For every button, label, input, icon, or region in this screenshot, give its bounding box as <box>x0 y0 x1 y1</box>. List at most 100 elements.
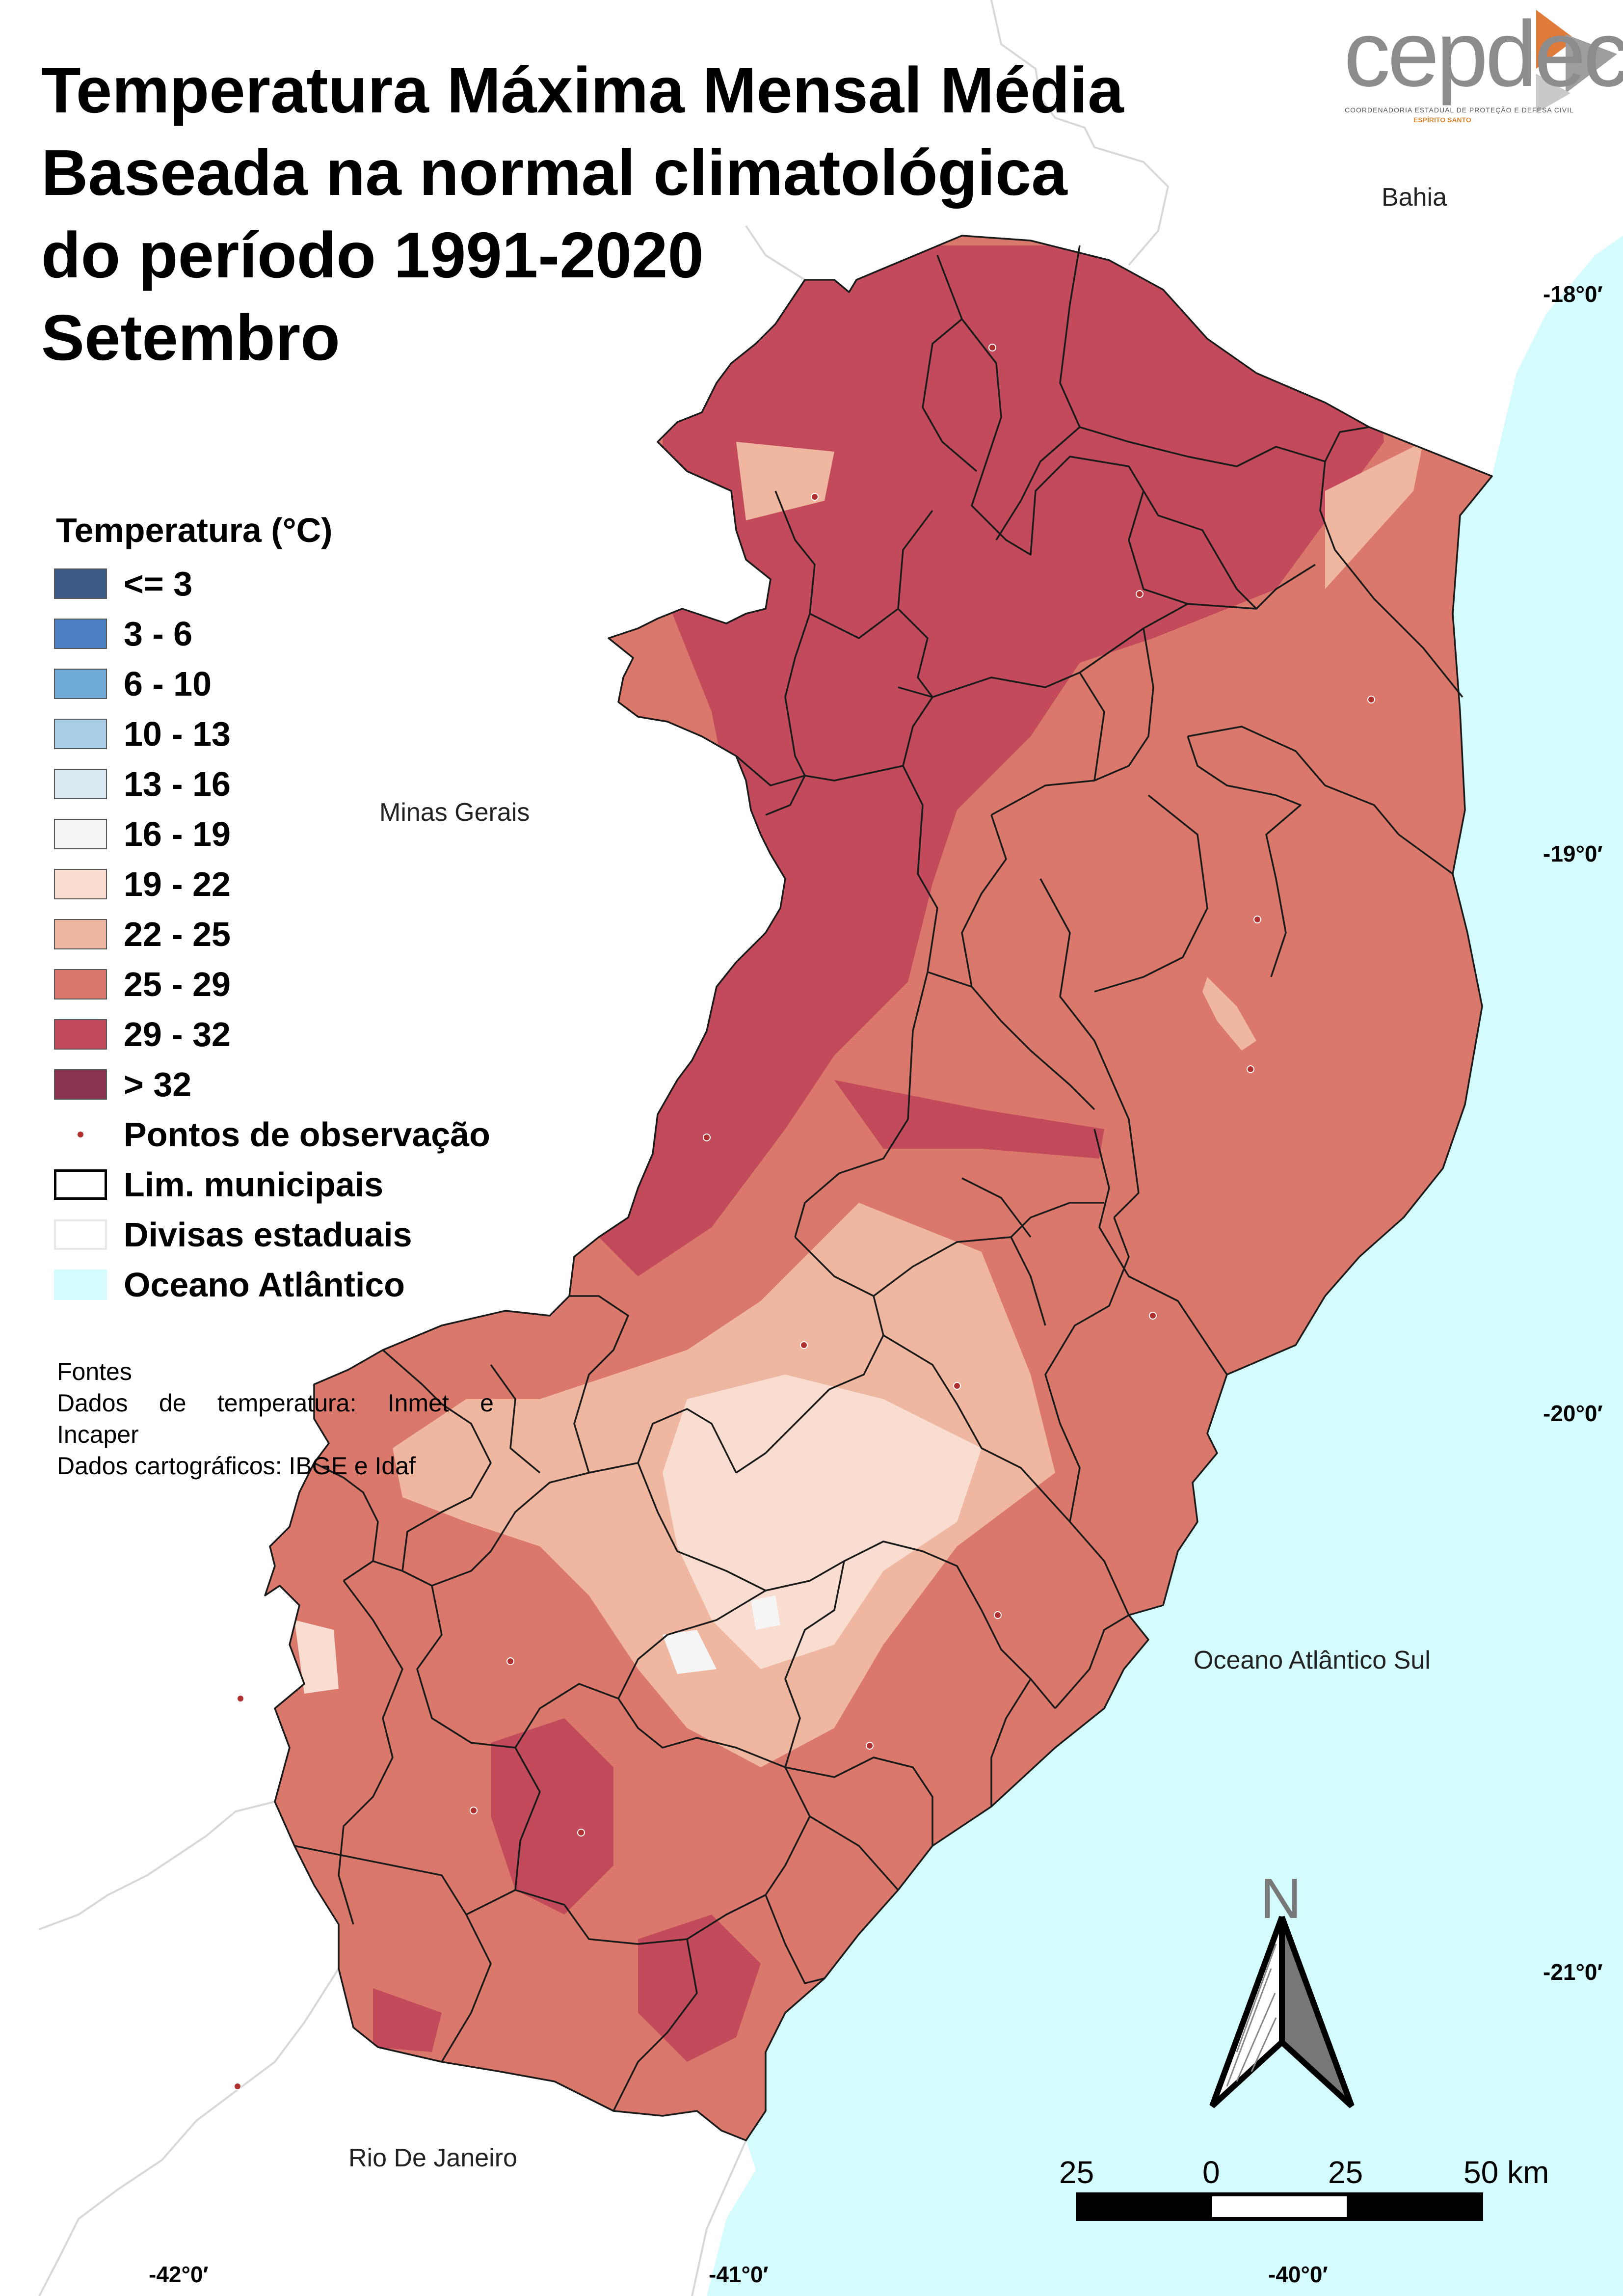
color-swatch <box>54 869 107 899</box>
legend-label: 25 - 29 <box>124 965 231 1003</box>
color-swatch <box>54 769 107 799</box>
state-border-swatch <box>54 1219 107 1250</box>
legend-label: > 32 <box>124 1065 192 1104</box>
color-swatch <box>54 819 107 849</box>
cepdec-logo: cepdec COORDENADORIA ESTADUAL DE PROTEÇÃ… <box>1340 5 1623 128</box>
logo-subtitle: COORDENADORIA ESTADUAL DE PROTEÇÃO E DEF… <box>1345 106 1574 114</box>
scale-label: 0 <box>1202 2155 1220 2190</box>
coord-lat-21: -21°0′ <box>1543 1959 1603 1985</box>
observation-point <box>1247 1065 1254 1073</box>
legend-item-class: 22 - 25 <box>54 909 490 959</box>
title-line: Temperatura Máxima Mensal Média <box>41 54 1124 126</box>
label-rio-de-janeiro: Rio De Janeiro <box>348 2144 517 2172</box>
legend-item-class: > 32 <box>54 1059 490 1109</box>
observation-point <box>1136 590 1144 598</box>
legend-label: 3 - 6 <box>124 615 193 653</box>
label-bahia: Bahia <box>1382 183 1447 212</box>
municipal-limit-swatch <box>54 1169 107 1200</box>
title-line: do período 1991-2020 <box>41 219 704 291</box>
label-oceano-atlantico-sul: Oceano Atlântico Sul <box>1194 1646 1431 1675</box>
observation-points <box>234 344 1375 2090</box>
color-swatch <box>54 1069 107 1100</box>
legend-item-class: 16 - 19 <box>54 809 490 859</box>
coord-lat-18: -18°0′ <box>1543 281 1603 307</box>
observation-point <box>953 1382 961 1390</box>
legend-label: 10 - 13 <box>124 715 231 753</box>
sources-line-3: Dados cartográficos: IBGE e Idaf <box>57 1452 416 1480</box>
legend-item-class: 13 - 16 <box>54 759 490 809</box>
word: Dados <box>57 1389 128 1417</box>
legend-item-class: <= 3 <box>54 559 490 609</box>
word: e <box>480 1389 494 1417</box>
observation-point <box>988 344 996 351</box>
legend-classes: <= 3 3 - 6 6 - 10 10 - 13 13 - 16 16 - 19 19 -… <box>54 559 490 1109</box>
legend-label: Oceano Atlântico <box>124 1266 405 1304</box>
legend-label: 13 - 16 <box>124 765 231 803</box>
word: de <box>159 1389 186 1417</box>
coord-lat-19: -19°0′ <box>1543 841 1603 866</box>
legend-item-ocean: Oceano Atlântico <box>54 1260 490 1310</box>
observation-point <box>800 1341 808 1349</box>
scale-label: 50 km <box>1463 2155 1549 2190</box>
ocean-swatch <box>54 1270 107 1300</box>
legend-label: Pontos de observação <box>124 1115 490 1154</box>
scale-bar <box>1076 2192 1483 2221</box>
color-swatch <box>54 719 107 749</box>
color-swatch <box>54 1019 107 1050</box>
observation-point <box>470 1807 478 1814</box>
legend-label: <= 3 <box>124 565 193 603</box>
legend-item-class: 10 - 13 <box>54 709 490 759</box>
color-swatch <box>54 969 107 999</box>
north-label: N <box>1260 1866 1302 1930</box>
state-borders <box>38 0 1170 2296</box>
legend-label: 19 - 22 <box>124 865 231 903</box>
legend-label: Divisas estaduais <box>124 1216 412 1254</box>
observation-point <box>506 1657 514 1665</box>
legend-item-municipal-limits: Lim. municipais <box>54 1160 490 1210</box>
title-line: Baseada na normal climatológica <box>41 136 1067 209</box>
sources-heading: Fontes <box>57 1358 132 1385</box>
observation-point <box>1253 916 1261 923</box>
sources-line-2: Incaper <box>57 1421 139 1448</box>
observation-point <box>237 1695 244 1702</box>
legend-label: Lim. municipais <box>124 1165 383 1204</box>
scale-label: 25 <box>1059 2155 1094 2190</box>
observation-point <box>1367 696 1375 703</box>
north-arrow <box>1209 1916 1355 2108</box>
municipal-limits <box>264 235 1493 2141</box>
coord-lon-41: -41°0′ <box>709 2262 769 2287</box>
label-minas-gerais: Minas Gerais <box>379 798 530 827</box>
observation-point <box>577 1829 585 1837</box>
logo-subtitle-state: ESPÍRITO SANTO <box>1413 116 1471 124</box>
word: Inmet <box>387 1389 449 1417</box>
observation-point <box>1149 1312 1157 1320</box>
legend-label: 6 - 10 <box>124 665 212 703</box>
sources-line-1: Dados de temperatura: Inmet e <box>57 1387 494 1419</box>
coord-lon-40: -40°0′ <box>1268 2262 1328 2287</box>
observation-point <box>234 2082 241 2090</box>
observation-point <box>994 1611 1002 1619</box>
logo-wordmark: cepdec <box>1344 2 1623 106</box>
coord-lon-42: -42°0′ <box>149 2262 209 2287</box>
legend: Temperatura (°C) <= 3 3 - 6 6 - 10 10 - 13 1… <box>54 511 490 1310</box>
legend-item-class: 6 - 10 <box>54 659 490 709</box>
legend-item-observation-points: Pontos de observação <box>54 1109 490 1160</box>
legend-label: 16 - 19 <box>124 815 231 853</box>
observation-point <box>866 1742 874 1750</box>
coord-lat-20: -20°0′ <box>1543 1401 1603 1426</box>
legend-label: 29 - 32 <box>124 1015 231 1053</box>
legend-item-class: 3 - 6 <box>54 609 490 659</box>
legend-item-class: 25 - 29 <box>54 959 490 1009</box>
scale-label: 25 <box>1328 2155 1363 2190</box>
sources: Fontes Dados de temperatura: Inmet e Inc… <box>57 1356 494 1482</box>
observation-point-icon <box>54 1119 107 1150</box>
atlantic-ocean <box>707 236 1623 2296</box>
color-swatch <box>54 919 107 949</box>
legend-item-class: 19 - 22 <box>54 859 490 909</box>
color-swatch <box>54 669 107 699</box>
logo-arrow-icon <box>1536 10 1617 113</box>
observation-point <box>811 493 819 501</box>
observation-point <box>703 1134 711 1141</box>
legend-item-class: 29 - 32 <box>54 1009 490 1059</box>
